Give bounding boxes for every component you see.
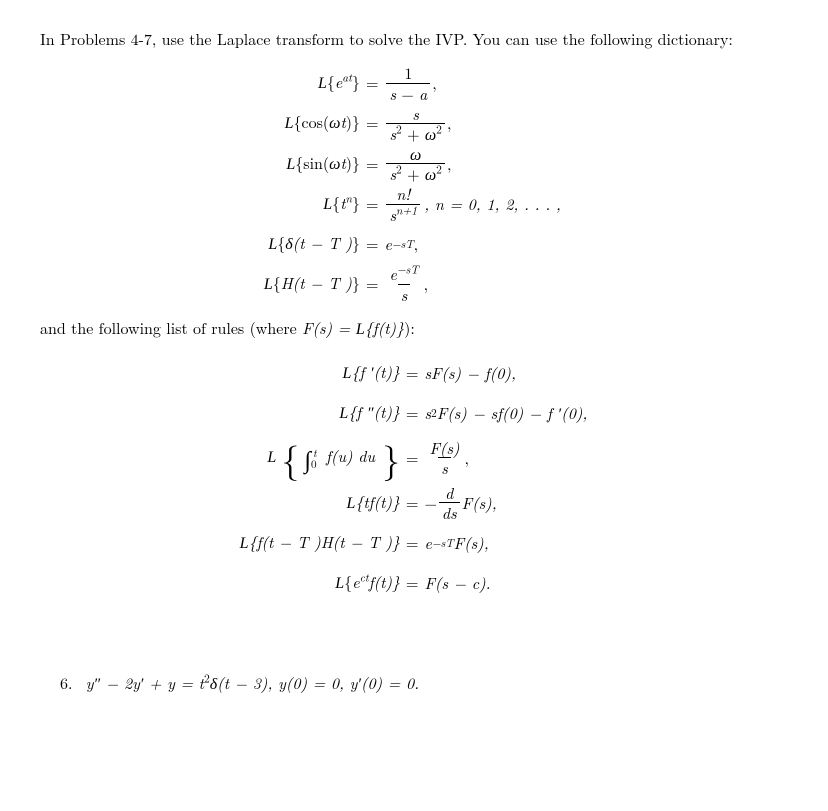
rules-intro: and the following list of rules (where F… (40, 317, 788, 341)
problem-6: 6. y″ − 2y′ + y = t2δ(t − 3), y(0) = 0, … (40, 672, 788, 694)
equals: = (360, 193, 384, 215)
dict-rhs: e−sT s , (384, 265, 428, 303)
dict-lhs: L{tn} (230, 192, 360, 216)
rule-shift-heaviside: L{f(t − T )H(t − T )} = e−sTF(s), (40, 524, 788, 562)
dict-lhs: L{eat} (230, 71, 360, 95)
intro-text: In Problems 4-7, use the Laplace transfo… (40, 28, 788, 50)
rule-t-multiply: L{tf(t)} = − d ds F(s), (40, 484, 788, 522)
dict-rhs: e−sT, (384, 233, 418, 255)
problem-equation-a: y″ − 2y′ + y = t (86, 671, 204, 694)
equals: = (360, 273, 384, 295)
rules-block: L{f ′(t)} = sF(s) − f(0), L{f ″(t)} = s2… (40, 354, 788, 602)
dict-rhs: 1 s − a , (384, 64, 436, 102)
dict-row-heaviside: L{H(t − T )} = e−sT s , (40, 265, 788, 303)
problem-equation-b: δ(t − 3), y(0) = 0, y′(0) = 0. (210, 671, 419, 694)
dict-lhs: L{cos(ωt)} (230, 111, 360, 135)
dict-row-power: L{tn} = n! sn+1 , n = 0, 1, 2, . . . , (40, 185, 788, 223)
dict-lhs: L{sin(ωt)} (230, 152, 360, 176)
rule-second-derivative: L{f ″(t)} = s2F(s) − sf(0) − f ′(0), (40, 394, 788, 432)
dict-row-cos: L{cos(ωt)} = s s2 + ω2 , (40, 105, 788, 143)
dict-rhs: s s2 + ω2 , (384, 105, 451, 143)
dict-rhs: ω s2 + ω2 , (384, 145, 451, 183)
rule-integral: L { ∫t0 f(u) du } = F(s) s , (40, 434, 788, 482)
dict-rhs: n! sn+1 , n = 0, 1, 2, . . . , (384, 185, 560, 223)
dict-row-exp: L{eat} = 1 s − a , (40, 64, 788, 102)
rule-exp-shift: L{ectf(t)} = F(s − c). (40, 564, 788, 602)
equals: = (360, 153, 384, 175)
equals: = (360, 233, 384, 255)
dict-lhs: L{δ(t − T )} (230, 232, 360, 256)
equals: = (360, 72, 384, 94)
dictionary-block: L{eat} = 1 s − a , L{cos(ωt)} = s s2 + ω… (40, 64, 788, 303)
dict-lhs: L{H(t − T )} (230, 272, 360, 296)
rule-first-derivative: L{f ′(t)} = sF(s) − f(0), (40, 354, 788, 392)
dict-row-sin: L{sin(ωt)} = ω s2 + ω2 , (40, 145, 788, 183)
equals: = (360, 112, 384, 134)
dict-row-delta: L{δ(t − T )} = e−sT, (40, 225, 788, 263)
problem-number: 6. (60, 671, 72, 694)
